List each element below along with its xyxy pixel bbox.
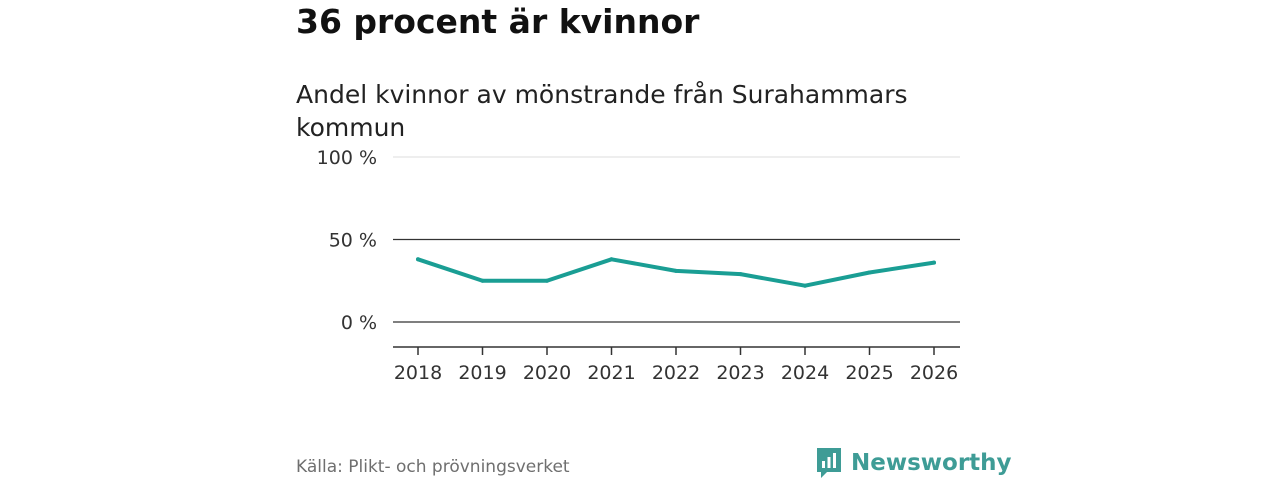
brand-logo[interactable]: Newsworthy xyxy=(815,446,1012,480)
x-tick-label: 2021 xyxy=(587,362,635,384)
data-point xyxy=(545,279,549,283)
data-point xyxy=(674,269,678,273)
y-axis-labels: 0 % 50 % 100 % xyxy=(317,147,377,334)
grid-layer xyxy=(393,157,960,322)
brand-name: Newsworthy xyxy=(851,450,1012,476)
x-tick-label: 2026 xyxy=(910,362,958,384)
series-layer xyxy=(416,257,936,287)
x-tick-label: 2022 xyxy=(652,362,700,384)
x-tick-label: 2019 xyxy=(458,362,506,384)
x-tick-label: 2020 xyxy=(523,362,571,384)
x-axis: 2018 2019 2020 2021 2022 2023 2024 2025 2026 xyxy=(393,347,960,384)
data-point xyxy=(416,257,420,261)
data-point xyxy=(739,272,743,276)
data-point xyxy=(868,271,872,275)
source-note: Källa: Plikt- och prövningsverket xyxy=(296,457,570,477)
newsworthy-logo-icon xyxy=(815,446,843,480)
data-point xyxy=(803,284,807,288)
data-point xyxy=(932,261,936,265)
x-tick-label: 2024 xyxy=(781,362,829,384)
data-point xyxy=(481,279,485,283)
data-point xyxy=(610,257,614,261)
y-tick-label: 100 % xyxy=(317,147,377,169)
y-tick-label: 50 % xyxy=(329,230,377,252)
line-chart: 0 % 50 % 100 % 2018 2019 2020 2021 2022 2023 202… xyxy=(0,0,1280,440)
y-tick-label: 0 % xyxy=(341,312,377,334)
x-tick-label: 2023 xyxy=(716,362,764,384)
x-tick-label: 2025 xyxy=(845,362,893,384)
x-tick-label: 2018 xyxy=(394,362,442,384)
